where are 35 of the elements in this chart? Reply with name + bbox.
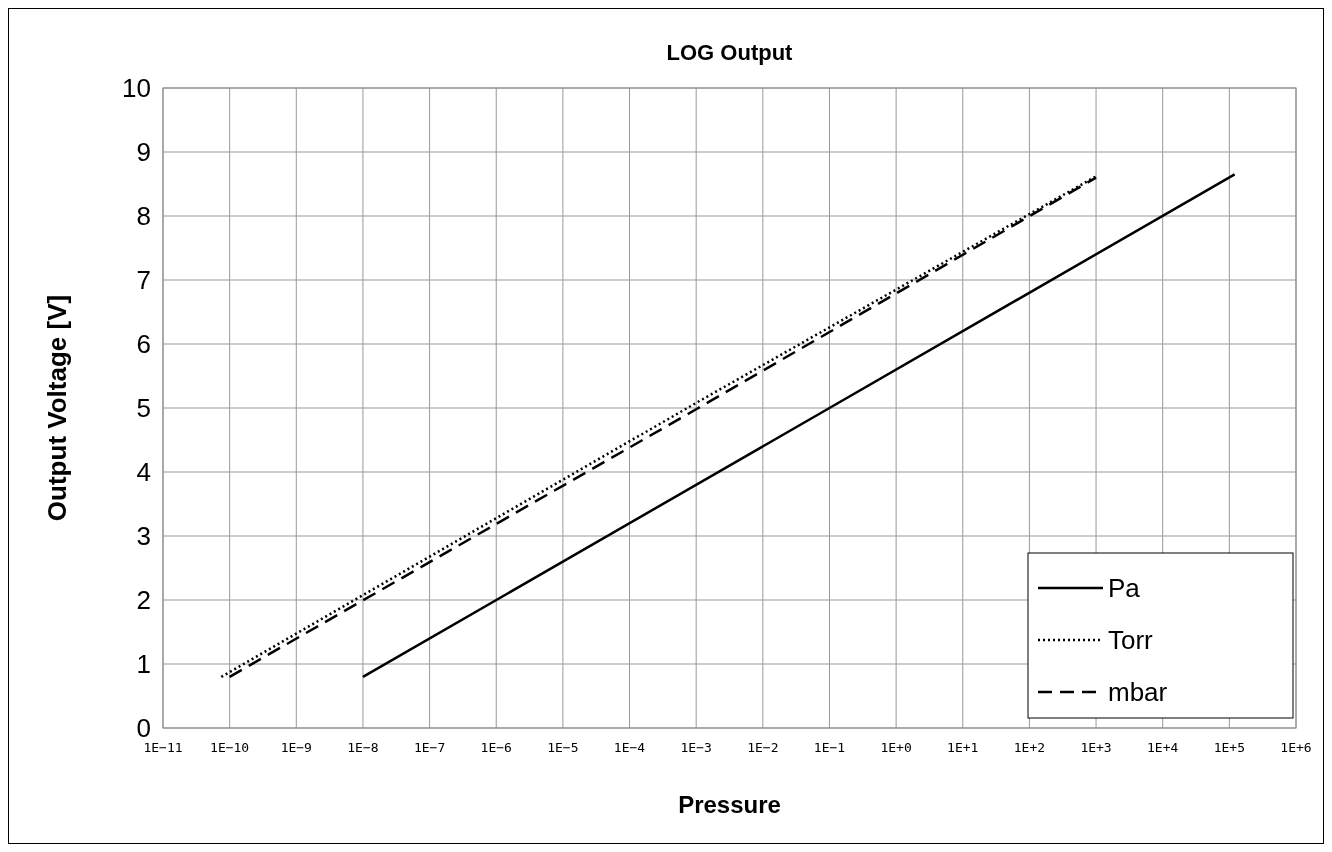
x-tick-label: 1E+1 <box>947 740 979 755</box>
y-tick-label: 1 <box>136 649 151 679</box>
y-tick-label: 7 <box>136 265 151 295</box>
y-tick-label: 4 <box>136 457 151 487</box>
y-tick-label: 3 <box>136 521 151 551</box>
x-tick-label: 1E−1 <box>813 740 846 755</box>
y-axis-title: Output Voltage [V] <box>42 294 72 522</box>
y-tick-label: 8 <box>136 201 151 231</box>
y-tick-label: 2 <box>136 585 151 615</box>
x-axis-title: Pressure <box>678 791 781 818</box>
legend-label: Pa <box>1108 573 1141 603</box>
x-tick-label: 1E−4 <box>613 740 646 755</box>
y-tick-label: 9 <box>136 137 151 167</box>
y-tick-label: 10 <box>122 73 151 103</box>
x-tick-label: 1E+0 <box>880 740 912 755</box>
x-tick-label: 1E−10 <box>210 740 250 755</box>
chart-title: LOG Output <box>666 40 794 65</box>
legend-label: Torr <box>1108 625 1154 655</box>
x-tick-label: 1E−7 <box>413 740 446 755</box>
x-tick-label: 1E+4 <box>1147 740 1179 755</box>
x-tick-label: 1E+6 <box>1280 740 1312 755</box>
legend-label: mbar <box>1108 677 1168 707</box>
x-tick-label: 1E+3 <box>1080 740 1112 755</box>
x-tick-label: 1E−11 <box>143 740 183 755</box>
y-tick-label: 6 <box>136 329 151 359</box>
x-tick-label: 1E−8 <box>347 740 379 755</box>
x-tick-label: 1E−5 <box>547 740 579 755</box>
x-tick-label: 1E+2 <box>1013 740 1046 755</box>
x-tick-label: 1E−3 <box>680 740 712 755</box>
x-tick-label: 1E+5 <box>1213 740 1246 755</box>
y-tick-label: 0 <box>136 713 151 743</box>
y-tick-label: 5 <box>136 393 151 423</box>
x-tick-label: 1E−9 <box>280 740 312 755</box>
x-tick-label: 1E−6 <box>480 740 512 755</box>
x-tick-label: 1E−2 <box>747 740 779 755</box>
